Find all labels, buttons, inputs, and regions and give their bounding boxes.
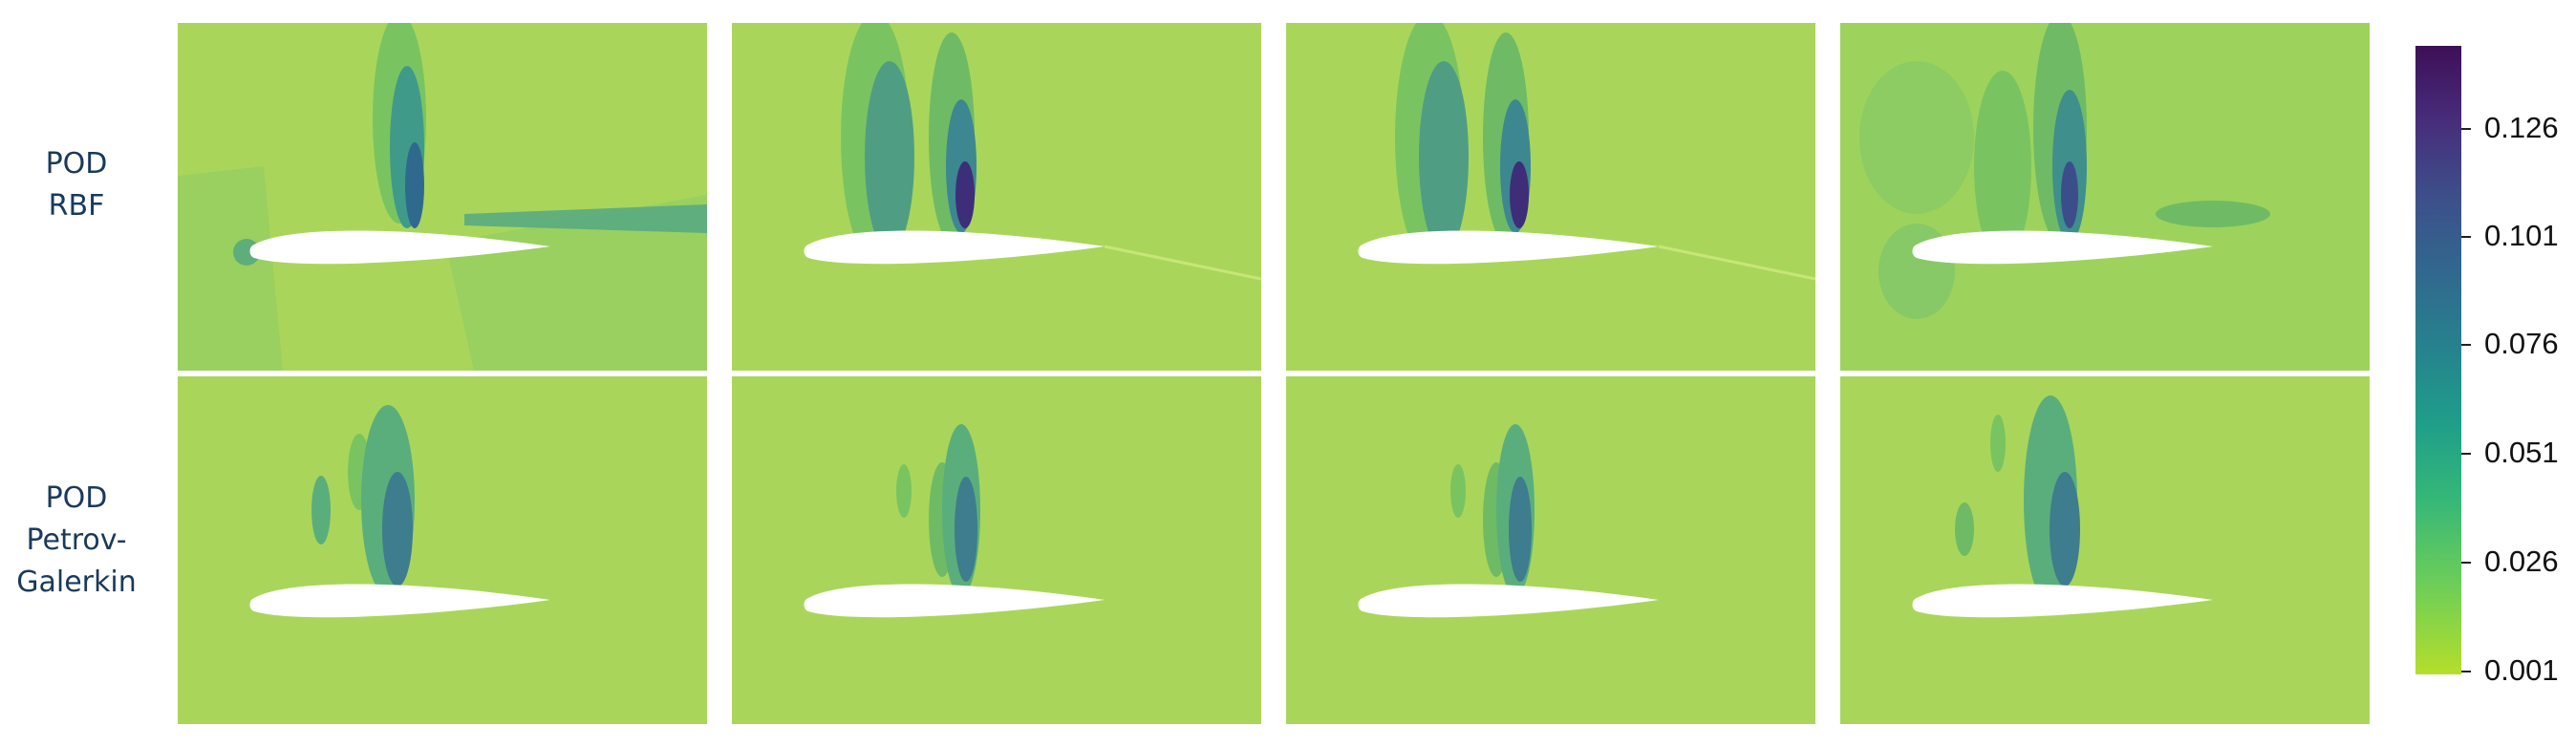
row-label-pod-rbf: POD RBF [0, 143, 153, 227]
colorbar-tick [2461, 562, 2471, 564]
panel-rbf-2 [732, 23, 1261, 371]
row-label-line: RBF [48, 189, 105, 223]
colorbar-tick [2461, 671, 2471, 672]
panel-pg-3 [1286, 376, 1815, 724]
panel-rbf-4 [1840, 23, 2370, 371]
row-label-line: POD [45, 481, 108, 515]
panel-rbf-3 [1286, 23, 1815, 371]
colorbar-tick [2461, 453, 2471, 455]
panel-rbf-1 [178, 23, 707, 371]
panel-pg-1 [178, 376, 707, 724]
panel-pg-4 [1840, 376, 2370, 724]
row-label-line: Galerkin [16, 566, 137, 599]
row-label-line: Petrov- [26, 523, 127, 557]
colorbar-tick-label: 0.001 [2484, 653, 2559, 687]
colorbar-tick [2461, 236, 2471, 238]
colorbar-tick-label: 0.101 [2484, 219, 2559, 252]
colorbar-tick [2461, 128, 2471, 130]
colorbar-tick [2461, 344, 2471, 346]
row-label-line: POD [45, 147, 108, 181]
colorbar [2415, 46, 2461, 674]
colorbar-tick-label: 0.026 [2484, 544, 2559, 578]
colorbar-tick-label: 0.051 [2484, 436, 2559, 469]
colorbar-tick-label: 0.126 [2484, 111, 2559, 144]
row-label-pod-petrov-galerkin: POD Petrov- Galerkin [0, 478, 153, 604]
panel-pg-2 [732, 376, 1261, 724]
colorbar-tick-label: 0.076 [2484, 327, 2559, 360]
